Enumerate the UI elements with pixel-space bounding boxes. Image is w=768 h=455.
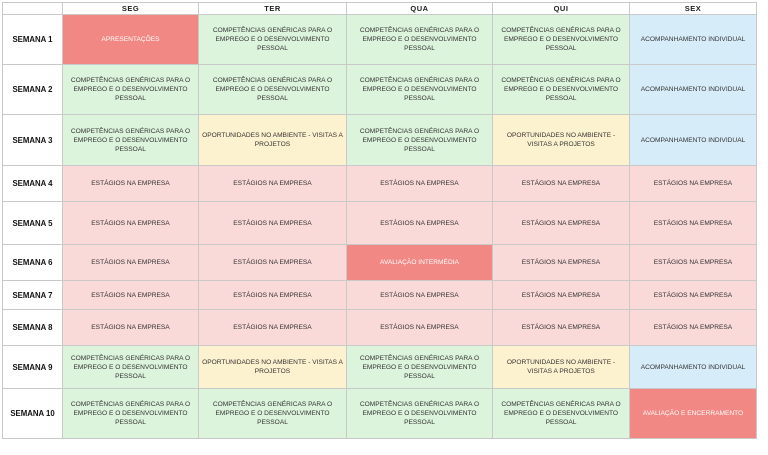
week-label: SEMANA 5 xyxy=(2,201,63,245)
schedule-cell: ESTÁGIOS NA EMPRESA xyxy=(492,280,630,310)
schedule-cell: ESTÁGIOS NA EMPRESA xyxy=(346,280,493,310)
schedule-cell: ESTÁGIOS NA EMPRESA xyxy=(62,201,199,245)
schedule-table: SEG TER QUA QUI SEX SEMANA 1 APRESENTAÇÕE… xyxy=(2,2,757,439)
schedule-cell: AVALIAÇÃO INTERMÉDIA xyxy=(346,244,493,281)
week-row: SEMANA 8 ESTÁGIOS NA EMPRESA ESTÁGIOS NA E… xyxy=(2,309,757,346)
week-row: SEMANA 6 ESTÁGIOS NA EMPRESA ESTÁGIOS NA E… xyxy=(2,244,757,281)
schedule-cell: COMPETÊNCIAS GENÉRICAS PARA O EMPREGO E … xyxy=(198,64,347,115)
week-label: SEMANA 7 xyxy=(2,280,63,310)
schedule-cell: ESTÁGIOS NA EMPRESA xyxy=(346,201,493,245)
week-row: SEMANA 9 COMPETÊNCIAS GENÉRICAS PARA O EM… xyxy=(2,345,757,389)
schedule-cell: ESTÁGIOS NA EMPRESA xyxy=(346,309,493,346)
week-row: SEMANA 5 ESTÁGIOS NA EMPRESA ESTÁGIOS NA E… xyxy=(2,201,757,245)
schedule-cell: ESTÁGIOS NA EMPRESA xyxy=(62,244,199,281)
schedule-cell: ESTÁGIOS NA EMPRESA xyxy=(492,244,630,281)
week-row: SEMANA 2 COMPETÊNCIAS GENÉRICAS PARA O EM… xyxy=(2,64,757,115)
schedule-cell: COMPETÊNCIAS GENÉRICAS PARA O EMPREGO E … xyxy=(62,64,199,115)
week-label: SEMANA 10 xyxy=(2,388,63,439)
day-header: SEX xyxy=(629,2,757,15)
schedule-cell: ESTÁGIOS NA EMPRESA xyxy=(629,165,757,202)
schedule-cell: COMPETÊNCIAS GENÉRICAS PARA O EMPREGO E … xyxy=(492,64,630,115)
schedule-cell: ESTÁGIOS NA EMPRESA xyxy=(346,165,493,202)
schedule-cell: COMPETÊNCIAS GENÉRICAS PARA O EMPREGO E … xyxy=(198,388,347,439)
schedule-cell: ESTÁGIOS NA EMPRESA xyxy=(492,165,630,202)
schedule-cell: COMPETÊNCIAS GENÉRICAS PARA O EMPREGO E … xyxy=(492,388,630,439)
schedule-cell: ESTÁGIOS NA EMPRESA xyxy=(629,201,757,245)
week-row: SEMANA 1 APRESENTAÇÕES COMPETÊNCIAS GENÉRI… xyxy=(2,14,757,65)
schedule-cell: ESTÁGIOS NA EMPRESA xyxy=(198,244,347,281)
schedule-cell: COMPETÊNCIAS GENÉRICAS PARA O EMPREGO E … xyxy=(346,14,493,65)
corner-cell xyxy=(2,2,63,15)
week-row: SEMANA 3 COMPETÊNCIAS GENÉRICAS PARA O EM… xyxy=(2,114,757,166)
day-header: SEG xyxy=(62,2,199,15)
day-header: QUI xyxy=(492,2,630,15)
week-label: SEMANA 3 xyxy=(2,114,63,166)
schedule-cell: COMPETÊNCIAS GENÉRICAS PARA O EMPREGO E … xyxy=(198,14,347,65)
schedule-cell: ESTÁGIOS NA EMPRESA xyxy=(629,244,757,281)
schedule-cell: OPORTUNIDADES NO AMBIENTE - VISITAS A PR… xyxy=(198,345,347,389)
schedule-cell: OPORTUNIDADES NO AMBIENTE - VISITAS A PR… xyxy=(492,114,630,166)
schedule-cell: COMPETÊNCIAS GENÉRICAS PARA O EMPREGO E … xyxy=(346,388,493,439)
schedule-cell: AVALIAÇÃO E ENCERRAMENTO xyxy=(629,388,757,439)
week-row: SEMANA 10 COMPETÊNCIAS GENÉRICAS PARA O E… xyxy=(2,388,757,439)
schedule-cell: ESTÁGIOS NA EMPRESA xyxy=(629,309,757,346)
week-row: SEMANA 4 ESTÁGIOS NA EMPRESA ESTÁGIOS NA E… xyxy=(2,165,757,202)
schedule-cell: ESTÁGIOS NA EMPRESA xyxy=(198,309,347,346)
schedule-cell: COMPETÊNCIAS GENÉRICAS PARA O EMPREGO E … xyxy=(346,64,493,115)
schedule-cell: APRESENTAÇÕES xyxy=(62,14,199,65)
schedule-cell: COMPETÊNCIAS GENÉRICAS PARA O EMPREGO E … xyxy=(62,345,199,389)
day-header: QUA xyxy=(346,2,493,15)
schedule-cell: COMPETÊNCIAS GENÉRICAS PARA O EMPREGO E … xyxy=(62,388,199,439)
schedule-cell: ACOMPANHAMENTO INDIVIDUAL xyxy=(629,64,757,115)
week-label: SEMANA 6 xyxy=(2,244,63,281)
header-row: SEG TER QUA QUI SEX xyxy=(2,2,757,15)
schedule-cell: COMPETÊNCIAS GENÉRICAS PARA O EMPREGO E … xyxy=(346,345,493,389)
schedule-cell: ESTÁGIOS NA EMPRESA xyxy=(62,165,199,202)
week-label: SEMANA 4 xyxy=(2,165,63,202)
week-label: SEMANA 8 xyxy=(2,309,63,346)
schedule-cell: ESTÁGIOS NA EMPRESA xyxy=(62,280,199,310)
schedule-cell: COMPETÊNCIAS GENÉRICAS PARA O EMPREGO E … xyxy=(62,114,199,166)
schedule-cell: COMPETÊNCIAS GENÉRICAS PARA O EMPREGO E … xyxy=(492,14,630,65)
schedule-cell: ESTÁGIOS NA EMPRESA xyxy=(198,280,347,310)
schedule-cell: OPORTUNIDADES NO AMBIENTE - VISITAS A PR… xyxy=(492,345,630,389)
schedule-cell: ESTÁGIOS NA EMPRESA xyxy=(492,201,630,245)
schedule-cell: ESTÁGIOS NA EMPRESA xyxy=(492,309,630,346)
week-label: SEMANA 1 xyxy=(2,14,63,65)
week-label: SEMANA 9 xyxy=(2,345,63,389)
schedule-cell: OPORTUNIDADES NO AMBIENTE - VISITAS A PR… xyxy=(198,114,347,166)
schedule-cell: ESTÁGIOS NA EMPRESA xyxy=(62,309,199,346)
day-header: TER xyxy=(198,2,347,15)
schedule-cell: ESTÁGIOS NA EMPRESA xyxy=(629,280,757,310)
schedule-cell: ACOMPANHAMENTO INDIVIDUAL xyxy=(629,345,757,389)
schedule-cell: ACOMPANHAMENTO INDIVIDUAL xyxy=(629,14,757,65)
schedule-cell: ESTÁGIOS NA EMPRESA xyxy=(198,201,347,245)
schedule-cell: ESTÁGIOS NA EMPRESA xyxy=(198,165,347,202)
schedule-cell: COMPETÊNCIAS GENÉRICAS PARA O EMPREGO E … xyxy=(346,114,493,166)
schedule-cell: ACOMPANHAMENTO INDIVIDUAL xyxy=(629,114,757,166)
week-label: SEMANA 2 xyxy=(2,64,63,115)
week-row: SEMANA 7 ESTÁGIOS NA EMPRESA ESTÁGIOS NA E… xyxy=(2,280,757,310)
